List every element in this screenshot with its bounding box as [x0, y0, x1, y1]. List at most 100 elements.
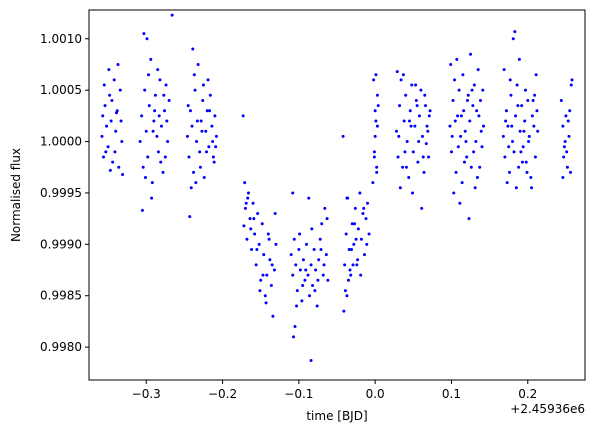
data-point-0-289 [476, 68, 480, 72]
data-point-0-188 [343, 289, 347, 293]
data-point-0-124 [261, 273, 265, 277]
data-point-0-138 [300, 299, 304, 303]
data-point-0-180 [356, 227, 360, 231]
data-point-0-121 [252, 217, 256, 221]
data-point-0-156 [292, 335, 295, 339]
data-point-0-293 [456, 145, 460, 149]
data-point-0-26 [140, 114, 144, 118]
data-point-0-170 [309, 358, 313, 362]
data-point-0-136 [297, 247, 301, 251]
data-point-0-238 [428, 109, 432, 113]
data-point-0-225 [408, 109, 412, 113]
data-point-0-215 [373, 109, 377, 113]
data-point-0-1 [102, 155, 105, 159]
data-point-0-157 [293, 325, 297, 329]
data-point-0-97 [243, 206, 247, 210]
data-point-0-220 [401, 165, 405, 169]
y-axis: 0.9980 0.9985 0.9990 0.9995 1.0000 1.0005 1.00… [40, 32, 89, 354]
data-point-0-240 [398, 186, 402, 190]
data-point-0-351 [565, 165, 569, 169]
data-point-0-164 [313, 289, 317, 293]
data-point-0-129 [241, 114, 245, 118]
data-point-0-343 [516, 104, 520, 108]
data-point-0-85 [201, 83, 205, 87]
data-point-0-112 [266, 232, 270, 236]
data-point-0-219 [399, 78, 403, 82]
data-point-0-309 [512, 150, 516, 154]
data-point-0-217 [396, 155, 400, 159]
data-point-0-182 [359, 237, 363, 241]
data-point-0-37 [156, 150, 160, 154]
data-point-0-33 [150, 181, 154, 185]
data-point-0-21 [108, 168, 112, 172]
data-point-0-312 [517, 165, 521, 169]
data-point-0-134 [294, 263, 298, 267]
data-point-0-196 [342, 309, 346, 313]
data-point-0-168 [325, 217, 329, 221]
data-point-0-12 [118, 88, 122, 92]
data-point-0-2 [103, 104, 107, 108]
x-tick-label-1: −0.2 [208, 387, 237, 401]
data-point-0-94 [206, 78, 210, 82]
data-point-0-276 [477, 114, 481, 118]
data-point-0-99 [246, 191, 250, 195]
data-point-0-337 [513, 30, 517, 34]
data-point-0-269 [466, 93, 470, 97]
data-point-0-234 [422, 170, 426, 174]
data-point-0-111 [265, 273, 269, 277]
data-point-0-326 [505, 181, 509, 185]
data-point-0-207 [372, 78, 376, 82]
data-point-0-339 [534, 73, 538, 77]
data-point-0-159 [298, 232, 302, 236]
data-point-0-359 [566, 119, 570, 123]
data-point-0-178 [353, 206, 357, 210]
data-point-0-0 [100, 134, 104, 138]
data-point-0-177 [352, 242, 356, 246]
data-point-0-192 [356, 258, 360, 262]
data-point-0-283 [458, 201, 462, 205]
data-point-0-285 [464, 140, 468, 144]
data-point-0-306 [507, 170, 511, 174]
data-point-0-211 [372, 150, 376, 154]
y-tick-label-3: 0.9995 [40, 186, 82, 200]
data-point-0-308 [511, 140, 515, 144]
data-point-0-282 [455, 57, 459, 61]
data-point-0-141 [304, 242, 308, 246]
data-point-0-323 [533, 155, 537, 159]
data-point-0-36 [155, 134, 159, 138]
data-point-0-181 [358, 191, 362, 195]
data-point-0-96 [242, 224, 246, 228]
data-point-0-167 [322, 263, 326, 267]
data-point-0-221 [402, 119, 406, 123]
data-point-0-294 [459, 114, 463, 118]
data-point-0-154 [324, 253, 328, 257]
data-point-0-51 [156, 68, 160, 72]
data-point-0-352 [567, 134, 571, 138]
data-point-0-335 [533, 93, 537, 97]
data-point-0-288 [473, 186, 477, 190]
data-point-0-161 [304, 268, 308, 272]
x-tick-label-5: 0.2 [518, 387, 537, 401]
data-point-0-243 [407, 119, 411, 123]
data-point-0-128 [273, 212, 277, 215]
data-point-0-76 [210, 124, 214, 128]
data-point-0-231 [417, 114, 421, 118]
data-point-0-235 [424, 104, 428, 108]
data-point-0-42 [164, 83, 168, 87]
data-point-0-144 [309, 263, 313, 267]
data-point-0-143 [308, 294, 312, 298]
data-point-0-139 [301, 258, 305, 262]
data-point-0-250 [397, 134, 401, 138]
data-point-0-118 [243, 181, 247, 185]
data-point-0-338 [531, 98, 535, 102]
data-point-0-210 [376, 104, 380, 108]
data-point-0-166 [319, 247, 323, 251]
data-point-0-7 [111, 160, 115, 164]
data-point-0-209 [375, 165, 379, 169]
data-point-0-346 [525, 170, 529, 174]
data-point-0-72 [204, 129, 208, 133]
data-point-0-270 [468, 119, 472, 123]
data-point-0-348 [561, 124, 565, 128]
data-point-0-275 [475, 176, 479, 180]
